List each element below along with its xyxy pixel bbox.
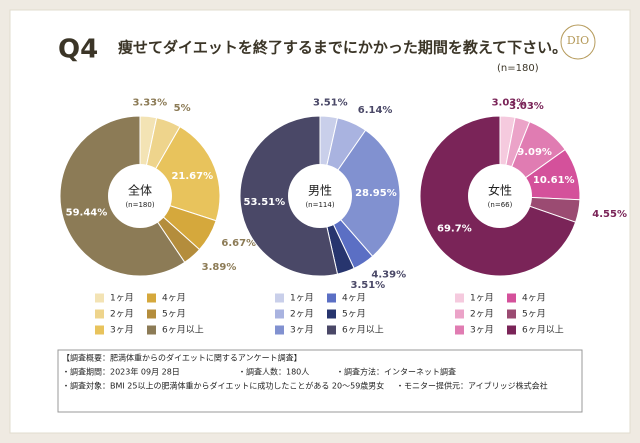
center-n: (n=180): [125, 201, 154, 209]
logo-ring: [560, 24, 596, 60]
legend-swatch: [507, 309, 516, 319]
legend-label: 5ヶ月: [522, 309, 546, 320]
legend-label: 6ヶ月以上: [162, 325, 204, 336]
footer-target: ・調査対象：BMI 25以上の肥満体重からダイエットに成功したことがある 20～…: [62, 381, 384, 391]
footer-provider: ・モニター提供元：アイブリッジ株式会社: [396, 381, 548, 391]
value-label: 6.14%: [358, 105, 393, 116]
value-label: 4.55%: [592, 209, 627, 220]
footer-box: [57, 349, 583, 413]
legend-swatch: [147, 309, 156, 319]
legend-swatch: [507, 325, 516, 335]
value-label: 28.95%: [355, 188, 397, 199]
legend-label: 1ヶ月: [470, 293, 494, 304]
donut-center: [468, 164, 532, 228]
center-n: (n=66): [488, 201, 513, 209]
question-title: 痩せてダイエットを終了するまでにかかった期間を教えて下さい。: [118, 39, 567, 57]
legend-swatch: [327, 293, 336, 303]
value-label: 69.7%: [437, 223, 472, 234]
value-label: 3.33%: [132, 98, 167, 109]
value-label: 59.44%: [66, 207, 108, 218]
legend-swatch: [95, 293, 104, 303]
legend-label: 3ヶ月: [290, 325, 314, 336]
value-label: 6.67%: [221, 238, 256, 249]
legend-swatch: [327, 325, 336, 335]
legend-swatch: [455, 293, 464, 303]
legend-swatch: [327, 309, 336, 319]
logo: DIO: [567, 34, 589, 47]
value-label: 5%: [174, 103, 191, 114]
legend-label: 2ヶ月: [470, 309, 494, 320]
value-label: 3.03%: [509, 101, 544, 112]
value-label: 4.39%: [371, 270, 406, 281]
legend-swatch: [275, 309, 284, 319]
legend-swatch: [275, 293, 284, 303]
legend-label: 1ヶ月: [110, 293, 134, 304]
legend-swatch: [147, 325, 156, 335]
value-label: 9.09%: [517, 147, 552, 158]
legend-label: 6ヶ月以上: [342, 325, 384, 336]
legend-swatch: [95, 325, 104, 335]
value-label: 10.61%: [533, 175, 575, 186]
sample-size: (n=180): [497, 63, 539, 74]
center-label: 女性: [488, 183, 512, 198]
donut-center: [288, 164, 352, 228]
question-number: Q4: [58, 35, 98, 65]
legend-label: 3ヶ月: [470, 325, 494, 336]
legend-label: 4ヶ月: [162, 293, 186, 304]
legend-label: 5ヶ月: [342, 309, 366, 320]
legend-label: 2ヶ月: [110, 309, 134, 320]
footer-heading: 【調査概要：肥満体重からのダイエットに関するアンケート調査】: [62, 353, 302, 363]
center-n: (n=114): [305, 201, 334, 209]
legend-swatch: [455, 309, 464, 319]
legend-swatch: [95, 309, 104, 319]
footer-period: ・調査期間：2023年 09月 28日: [62, 367, 180, 377]
footer-method: ・調査方法：インターネット調査: [336, 367, 456, 377]
legend-label: 4ヶ月: [342, 293, 366, 304]
center-label: 全体: [128, 183, 152, 198]
legend-label: 6ヶ月以上: [522, 325, 564, 336]
footer-count: ・調査人数：180人: [238, 367, 309, 377]
value-label: 3.51%: [351, 280, 386, 291]
legend-label: 5ヶ月: [162, 309, 186, 320]
value-label: 21.67%: [171, 171, 213, 182]
legend-label: 1ヶ月: [290, 293, 314, 304]
value-label: 53.51%: [244, 197, 286, 208]
legend-label: 2ヶ月: [290, 309, 314, 320]
value-label: 3.03%: [492, 97, 527, 108]
value-label: 3.51%: [313, 98, 348, 109]
donut-center: [108, 164, 172, 228]
center-label: 男性: [308, 184, 332, 198]
legend-swatch: [275, 325, 284, 335]
legend-label: 3ヶ月: [110, 325, 134, 336]
legend-label: 4ヶ月: [522, 293, 546, 304]
legend-swatch: [455, 325, 464, 335]
legend-swatch: [147, 293, 156, 303]
value-label: 3.89%: [202, 262, 237, 273]
legend-swatch: [507, 293, 516, 303]
